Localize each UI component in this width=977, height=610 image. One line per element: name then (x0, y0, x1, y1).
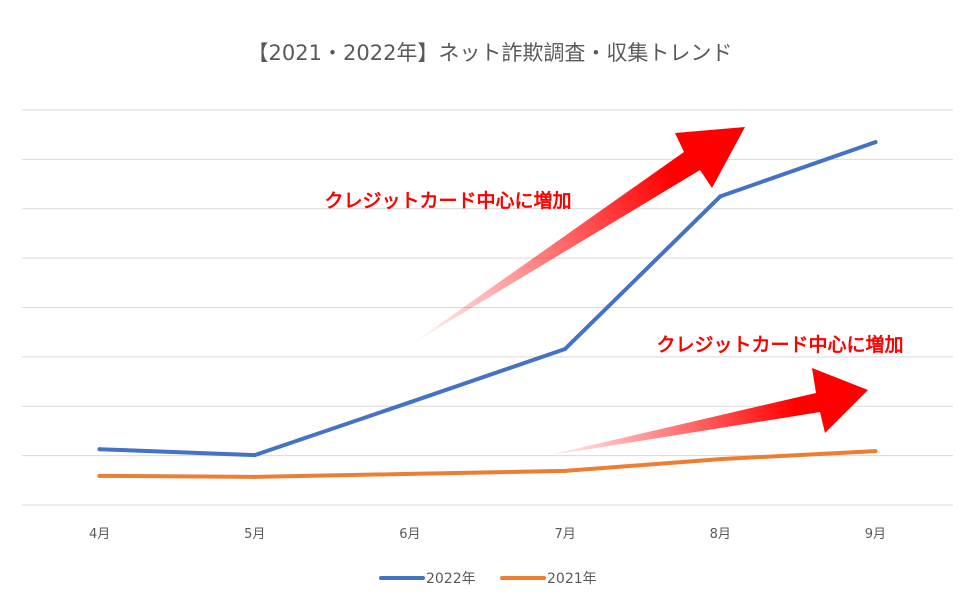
x-tick-label: 4月 (89, 527, 110, 542)
x-tick-label: 9月 (865, 527, 886, 542)
data-point (252, 474, 257, 479)
series-line-2021年 (97, 449, 878, 479)
x-tick-label: 7月 (554, 527, 575, 542)
x-axis-ticks: 4月 5月 6月 7月 8月 9月 (89, 527, 886, 542)
data-point (407, 400, 412, 405)
x-tick-label: 6月 (399, 527, 420, 542)
legend-label-2021: 2021年 (547, 571, 597, 587)
legend: 2022年 2021年 (379, 571, 597, 587)
x-tick-label: 5月 (244, 527, 265, 542)
series-line-2022年 (97, 140, 878, 458)
chart-title: 【2021・2022年】ネット詐欺調査・収集トレンド (248, 41, 733, 65)
trend-arrow-2021 (540, 368, 868, 457)
data-point (718, 457, 723, 462)
series-lines (97, 140, 878, 479)
data-point (407, 471, 412, 476)
data-point (97, 473, 102, 478)
trend-arrow-2022 (410, 127, 745, 345)
data-point (718, 194, 723, 199)
data-point (563, 468, 568, 473)
annotation-2021: クレジットカード中心に増加 (656, 333, 903, 356)
data-point (252, 453, 257, 458)
gridlines (22, 109, 953, 506)
data-point (873, 449, 878, 454)
data-point (97, 447, 102, 452)
annotation-2022: クレジットカード中心に増加 (324, 189, 571, 212)
legend-label-2022: 2022年 (426, 571, 476, 587)
data-point (563, 346, 568, 351)
x-tick-label: 8月 (710, 527, 731, 542)
data-point (873, 140, 878, 145)
